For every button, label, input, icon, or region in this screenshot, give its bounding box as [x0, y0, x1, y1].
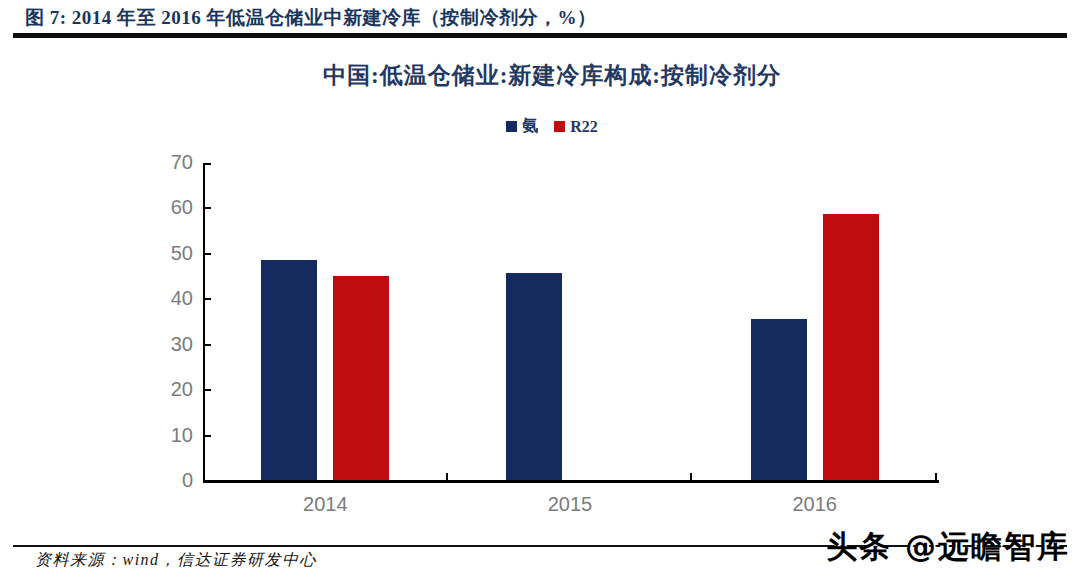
- bar-2014-R22: [333, 276, 389, 480]
- x-axis-tick: [935, 473, 937, 481]
- y-axis-tick: [205, 298, 211, 300]
- y-axis-tick: [205, 344, 211, 346]
- x-axis-label: 2014: [260, 493, 390, 516]
- report-page: 图 7: 2014 年至 2016 年低温仓储业中新建冷库（按制冷剂分，%） 中…: [0, 0, 1080, 578]
- watermark: 头条 @远瞻智库: [826, 526, 1070, 568]
- bar-2016-氨: [751, 319, 807, 480]
- y-axis-label: 70: [141, 151, 193, 174]
- source-note: 资料来源：wind，信达证券研发中心: [35, 550, 317, 571]
- legend-label: R22: [570, 118, 598, 136]
- legend-item-氨: 氨: [506, 116, 538, 137]
- y-axis-tick: [205, 435, 211, 437]
- plot-area: 010203040506070201420152016: [203, 163, 937, 481]
- figure-caption: 图 7: 2014 年至 2016 年低温仓储业中新建冷库（按制冷剂分，%）: [25, 5, 597, 31]
- chart-legend: 氨 R22: [24, 116, 1080, 137]
- y-axis-label: 40: [141, 287, 193, 310]
- y-axis-label: 20: [141, 378, 193, 401]
- x-axis-tick: [690, 473, 692, 481]
- y-axis-label: 30: [141, 333, 193, 356]
- y-axis-label: 60: [141, 196, 193, 219]
- header-rule: [13, 33, 1067, 38]
- legend-label: 氨: [522, 116, 538, 137]
- y-axis-tick: [205, 163, 211, 165]
- bar-2016-R22: [823, 214, 879, 480]
- y-axis-tick: [205, 389, 211, 391]
- x-axis-label: 2016: [750, 493, 880, 516]
- y-axis-label: 0: [141, 469, 193, 492]
- y-axis-tick: [205, 253, 211, 255]
- bar-2015-氨: [506, 273, 562, 480]
- x-axis-line: [203, 480, 939, 483]
- y-axis-tick: [205, 207, 211, 209]
- y-axis-label: 10: [141, 424, 193, 447]
- x-axis-label: 2015: [505, 493, 635, 516]
- x-axis-tick: [446, 473, 448, 481]
- bar-2014-氨: [261, 260, 317, 480]
- legend-swatch-icon: [506, 121, 517, 132]
- y-axis-label: 50: [141, 242, 193, 265]
- legend-item-R22: R22: [554, 118, 598, 136]
- chart-title: 中国:低温仓储业:新建冷库构成:按制冷剂分: [24, 60, 1080, 91]
- legend-swatch-icon: [554, 121, 565, 132]
